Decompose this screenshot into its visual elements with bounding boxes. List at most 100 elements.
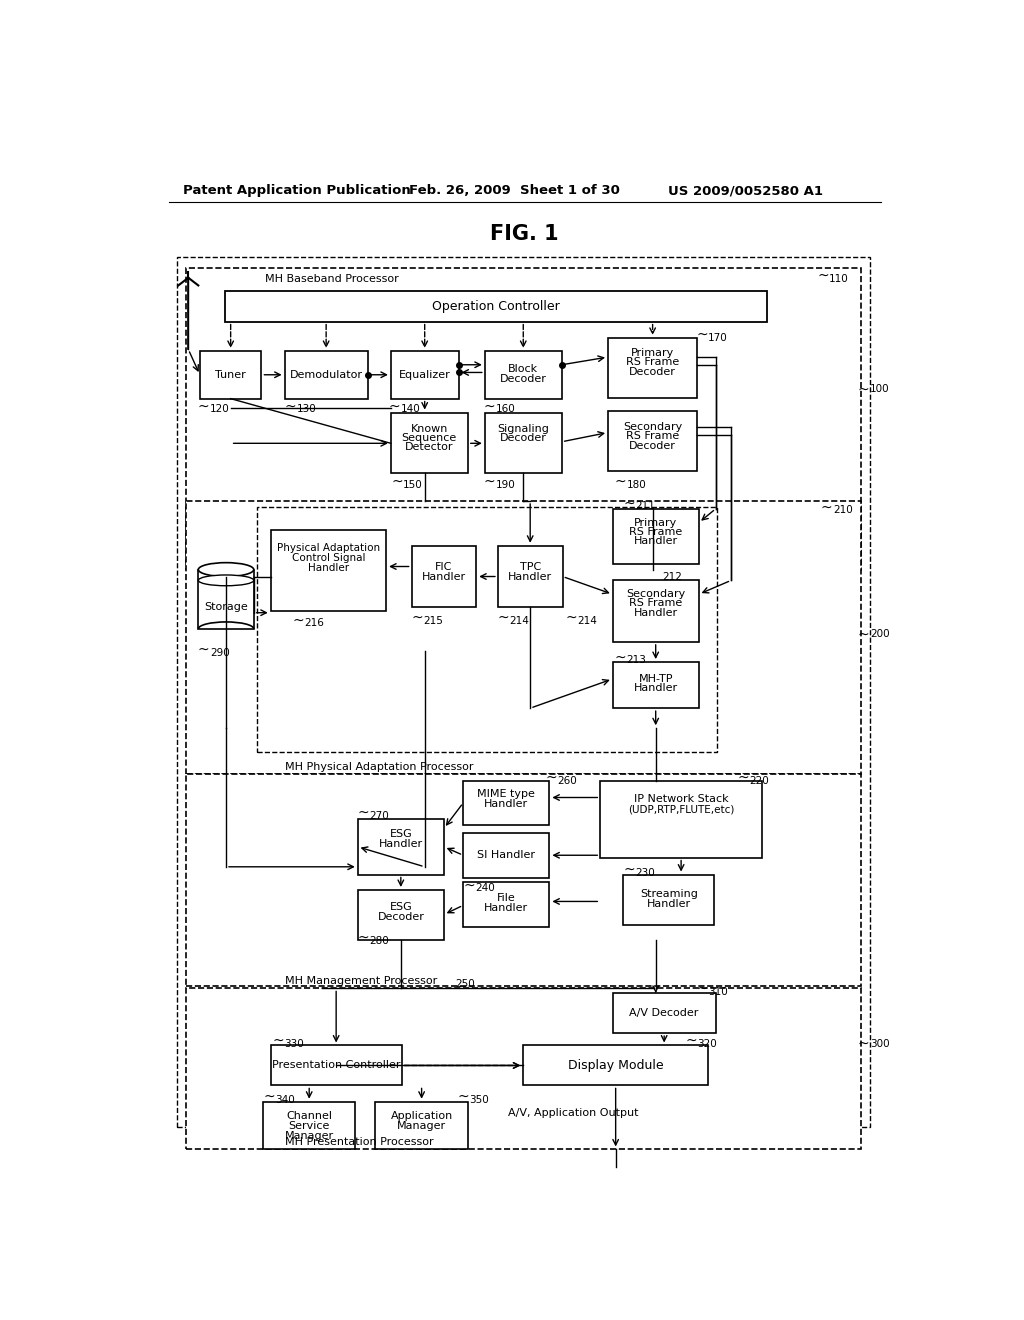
Text: 270: 270	[370, 810, 389, 821]
Text: 213: 213	[627, 656, 646, 665]
Bar	[263, 1102, 355, 1150]
Text: 260: 260	[557, 776, 577, 785]
Bar	[285, 351, 368, 399]
Text: Presentation Controller: Presentation Controller	[272, 1060, 400, 1071]
Text: ~: ~	[614, 651, 626, 664]
Text: 212: 212	[662, 572, 682, 582]
Text: MH Physical Adaptation Processor: MH Physical Adaptation Processor	[285, 762, 473, 772]
Text: 310: 310	[708, 986, 728, 997]
Bar	[463, 833, 550, 878]
Text: ~: ~	[498, 611, 509, 626]
Text: Feb. 26, 2009  Sheet 1 of 30: Feb. 26, 2009 Sheet 1 of 30	[410, 185, 621, 197]
Text: Operation Controller: Operation Controller	[432, 300, 559, 313]
Text: ~: ~	[685, 1034, 697, 1048]
Text: Secondary: Secondary	[626, 589, 685, 599]
Bar	[199, 570, 254, 628]
Text: File: File	[497, 894, 516, 903]
Text: Patent Application Publication: Patent Application Publication	[183, 185, 411, 197]
Text: Handler: Handler	[508, 572, 552, 582]
Bar	[412, 545, 476, 607]
Text: ~: ~	[565, 611, 577, 626]
Text: ESG: ESG	[389, 829, 413, 840]
Text: Equalizer: Equalizer	[398, 370, 451, 380]
Text: ~: ~	[624, 863, 635, 876]
Text: 214: 214	[578, 616, 597, 626]
Text: 230: 230	[636, 869, 655, 878]
Text: Storage: Storage	[204, 602, 248, 612]
Text: ~: ~	[737, 771, 750, 784]
Text: MH Baseband Processor: MH Baseband Processor	[265, 275, 399, 284]
Text: Handler: Handler	[634, 536, 678, 546]
Text: Block: Block	[508, 364, 539, 375]
Text: 130: 130	[297, 404, 316, 414]
Text: ~: ~	[696, 982, 708, 995]
Text: 120: 120	[210, 404, 229, 414]
Text: 300: 300	[869, 1039, 890, 1049]
Bar	[224, 290, 767, 322]
Text: Tuner: Tuner	[215, 370, 246, 380]
Text: RS Frame: RS Frame	[626, 432, 679, 441]
Bar	[186, 502, 860, 775]
Text: ~: ~	[483, 475, 496, 488]
Text: 250: 250	[456, 979, 475, 989]
Text: 330: 330	[285, 1039, 304, 1049]
Bar	[357, 818, 444, 875]
Bar	[612, 663, 698, 708]
Text: US 2009/0052580 A1: US 2009/0052580 A1	[668, 185, 823, 197]
Bar	[357, 890, 444, 940]
Text: Decoder: Decoder	[629, 367, 676, 376]
Text: ~: ~	[818, 268, 829, 282]
Text: 150: 150	[403, 480, 423, 490]
Text: ~: ~	[858, 383, 869, 396]
Text: RS Frame: RS Frame	[626, 358, 679, 367]
Bar	[523, 1045, 708, 1085]
Text: Handler: Handler	[484, 800, 528, 809]
Bar	[270, 1045, 401, 1085]
Text: Physical Adaptation: Physical Adaptation	[276, 543, 380, 553]
Bar	[270, 531, 386, 611]
Bar	[484, 413, 562, 473]
Bar	[200, 351, 261, 399]
Text: Channel: Channel	[286, 1111, 332, 1121]
Text: Manager: Manager	[397, 1121, 446, 1131]
Bar	[177, 257, 869, 1127]
Text: RS Frame: RS Frame	[629, 527, 682, 537]
Bar	[391, 351, 459, 399]
Bar	[186, 268, 860, 570]
Bar	[463, 780, 550, 825]
Text: 210: 210	[833, 506, 853, 515]
Text: 280: 280	[370, 936, 389, 945]
Text: Control Signal: Control Signal	[292, 553, 366, 564]
Text: 350: 350	[469, 1096, 489, 1105]
Text: Decoder: Decoder	[629, 441, 676, 450]
Text: Decoder: Decoder	[500, 375, 547, 384]
Text: ~: ~	[198, 643, 210, 656]
Text: ~: ~	[389, 400, 400, 413]
Text: Handler: Handler	[422, 572, 466, 582]
Text: 220: 220	[750, 776, 769, 785]
Text: Primary: Primary	[634, 517, 677, 528]
Text: Display Module: Display Module	[568, 1059, 664, 1072]
Bar	[484, 351, 562, 399]
Text: A/V Decoder: A/V Decoder	[630, 1008, 698, 1018]
Text: Streaming: Streaming	[640, 888, 697, 899]
Text: Known: Known	[411, 424, 449, 434]
Text: ~: ~	[464, 878, 475, 892]
Text: ~: ~	[545, 771, 557, 784]
Text: Application: Application	[390, 1111, 453, 1121]
Bar	[463, 882, 550, 927]
Text: ~: ~	[458, 1090, 469, 1104]
Text: ~: ~	[263, 1090, 275, 1104]
Text: MIME type: MIME type	[477, 789, 536, 800]
Ellipse shape	[199, 576, 254, 586]
Text: Handler: Handler	[634, 684, 678, 693]
Text: 240: 240	[475, 883, 496, 894]
Text: 180: 180	[627, 480, 646, 490]
Text: Manager: Manager	[285, 1131, 334, 1142]
Text: 110: 110	[829, 275, 849, 284]
Text: 211: 211	[636, 502, 655, 511]
Bar	[608, 411, 697, 471]
Bar	[612, 581, 698, 642]
Text: ~: ~	[858, 1038, 869, 1051]
Text: ~: ~	[696, 327, 708, 342]
